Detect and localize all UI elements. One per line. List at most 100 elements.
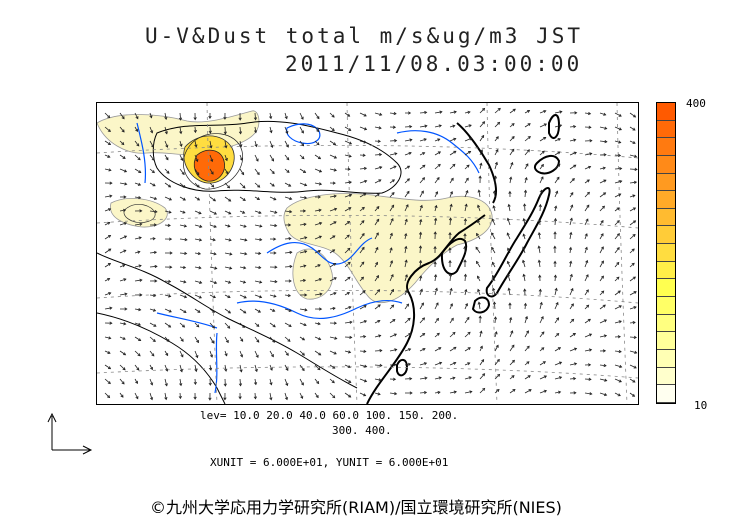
wind-arrow-head	[243, 266, 247, 270]
wind-arrow	[523, 274, 526, 282]
wind-arrow	[599, 335, 607, 338]
wind-arrow-head	[511, 123, 515, 127]
wind-arrow-head	[555, 301, 559, 306]
river-yellow	[266, 237, 373, 265]
wind-arrow-head	[557, 347, 562, 351]
wind-arrow-head	[377, 289, 381, 293]
wind-arrow-head	[348, 141, 353, 145]
wind-arrow-head	[633, 220, 637, 224]
wind-arrow-head	[227, 325, 231, 329]
wind-arrow	[149, 140, 154, 148]
wind-arrow-head	[137, 353, 141, 357]
dust-area-central	[283, 193, 493, 303]
wind-arrow-head	[573, 391, 577, 395]
wind-arrow	[524, 389, 532, 394]
wind-arrow	[434, 391, 441, 394]
wind-arrow-head	[316, 116, 320, 120]
wind-arrow-head	[557, 138, 561, 142]
wind-arrow	[539, 375, 547, 380]
wind-arrow	[404, 191, 410, 198]
wind-arrow-head	[450, 177, 454, 181]
wind-arrow-head	[271, 171, 275, 175]
wind-arrow-head	[468, 376, 472, 380]
colorbar-cell	[657, 314, 675, 333]
wind-arrow-head	[453, 346, 457, 350]
wind-arrow-head	[169, 237, 173, 241]
wind-arrow	[314, 350, 321, 356]
wind-arrow	[614, 350, 622, 353]
wind-arrow	[569, 303, 574, 310]
wind-arrow	[584, 274, 589, 282]
wind-arrow	[509, 123, 515, 128]
wind-arrow	[374, 179, 382, 184]
wind-arrow	[104, 222, 110, 226]
colorbar-cell	[657, 332, 675, 350]
wind-arrow-head	[571, 318, 575, 322]
wind-arrow	[239, 294, 247, 299]
wind-arrow	[164, 154, 169, 160]
wind-arrow	[389, 304, 394, 310]
wind-arrow-head	[393, 333, 397, 337]
wind-arrow-head	[602, 166, 606, 170]
wind-arrow	[299, 196, 307, 199]
wind-arrow	[299, 364, 305, 371]
wind-arrow	[194, 350, 198, 358]
wind-arrow	[299, 126, 304, 134]
wind-arrow	[209, 224, 217, 228]
wind-arrow-head	[618, 113, 622, 117]
wind-arrow-head	[363, 349, 367, 353]
wind-arrow-head	[632, 127, 636, 131]
wind-arrow	[569, 247, 572, 254]
wind-arrow-head	[527, 123, 531, 127]
wind-arrow-head	[506, 232, 510, 236]
wind-arrow	[419, 138, 427, 142]
wind-arrow-head	[317, 156, 322, 160]
wind-arrow	[209, 196, 216, 202]
wind-arrow-head	[240, 338, 244, 342]
wind-arrow	[524, 361, 530, 366]
wind-arrow-head	[389, 247, 393, 251]
river-ob	[136, 122, 147, 184]
wind-arrow-head	[632, 320, 636, 325]
wind-arrow	[449, 125, 455, 128]
wind-arrow-head	[289, 196, 293, 201]
wind-arrow-head	[213, 211, 218, 215]
wind-arrow-head	[634, 167, 638, 171]
wind-arrow-head	[452, 376, 456, 380]
wind-arrow-head	[558, 124, 563, 128]
wind-arrow-head	[182, 210, 186, 214]
wind-arrow	[314, 250, 321, 254]
wind-arrow	[492, 275, 496, 282]
wind-arrow-head	[394, 348, 398, 352]
wind-arrow-head	[214, 266, 218, 270]
wind-arrow-head	[109, 194, 113, 198]
wind-arrow-head	[285, 382, 289, 387]
wind-arrow	[569, 178, 575, 184]
wind-arrow	[477, 205, 481, 212]
wind-arrow-head	[334, 207, 338, 211]
wind-arrow-head	[288, 183, 292, 187]
wind-arrow-head	[434, 287, 438, 291]
wind-arrow	[254, 322, 260, 327]
wind-arrow-head	[300, 395, 304, 400]
wind-arrow	[134, 140, 140, 147]
wind-arrow-head	[448, 217, 453, 221]
wind-arrow-head	[183, 224, 188, 228]
wind-arrow	[524, 123, 531, 128]
wind-arrow-head	[108, 248, 112, 252]
wind-arrow	[359, 193, 366, 198]
dust-wind-map	[96, 102, 639, 405]
wind-arrow-head	[453, 150, 457, 154]
wind-arrow-head	[600, 233, 604, 237]
wind-arrow	[629, 350, 637, 354]
wind-arrow-head	[437, 163, 441, 167]
wind-arrow-head	[437, 390, 441, 395]
wind-arrow	[284, 392, 288, 400]
wind-arrow	[599, 290, 604, 296]
wind-arrow-head	[259, 224, 263, 228]
colorbar-cell	[657, 367, 675, 386]
wind-arrow	[134, 112, 139, 119]
wind-arrow	[194, 140, 197, 147]
wind-arrow-head	[150, 130, 154, 134]
wind-arrow	[164, 350, 169, 356]
